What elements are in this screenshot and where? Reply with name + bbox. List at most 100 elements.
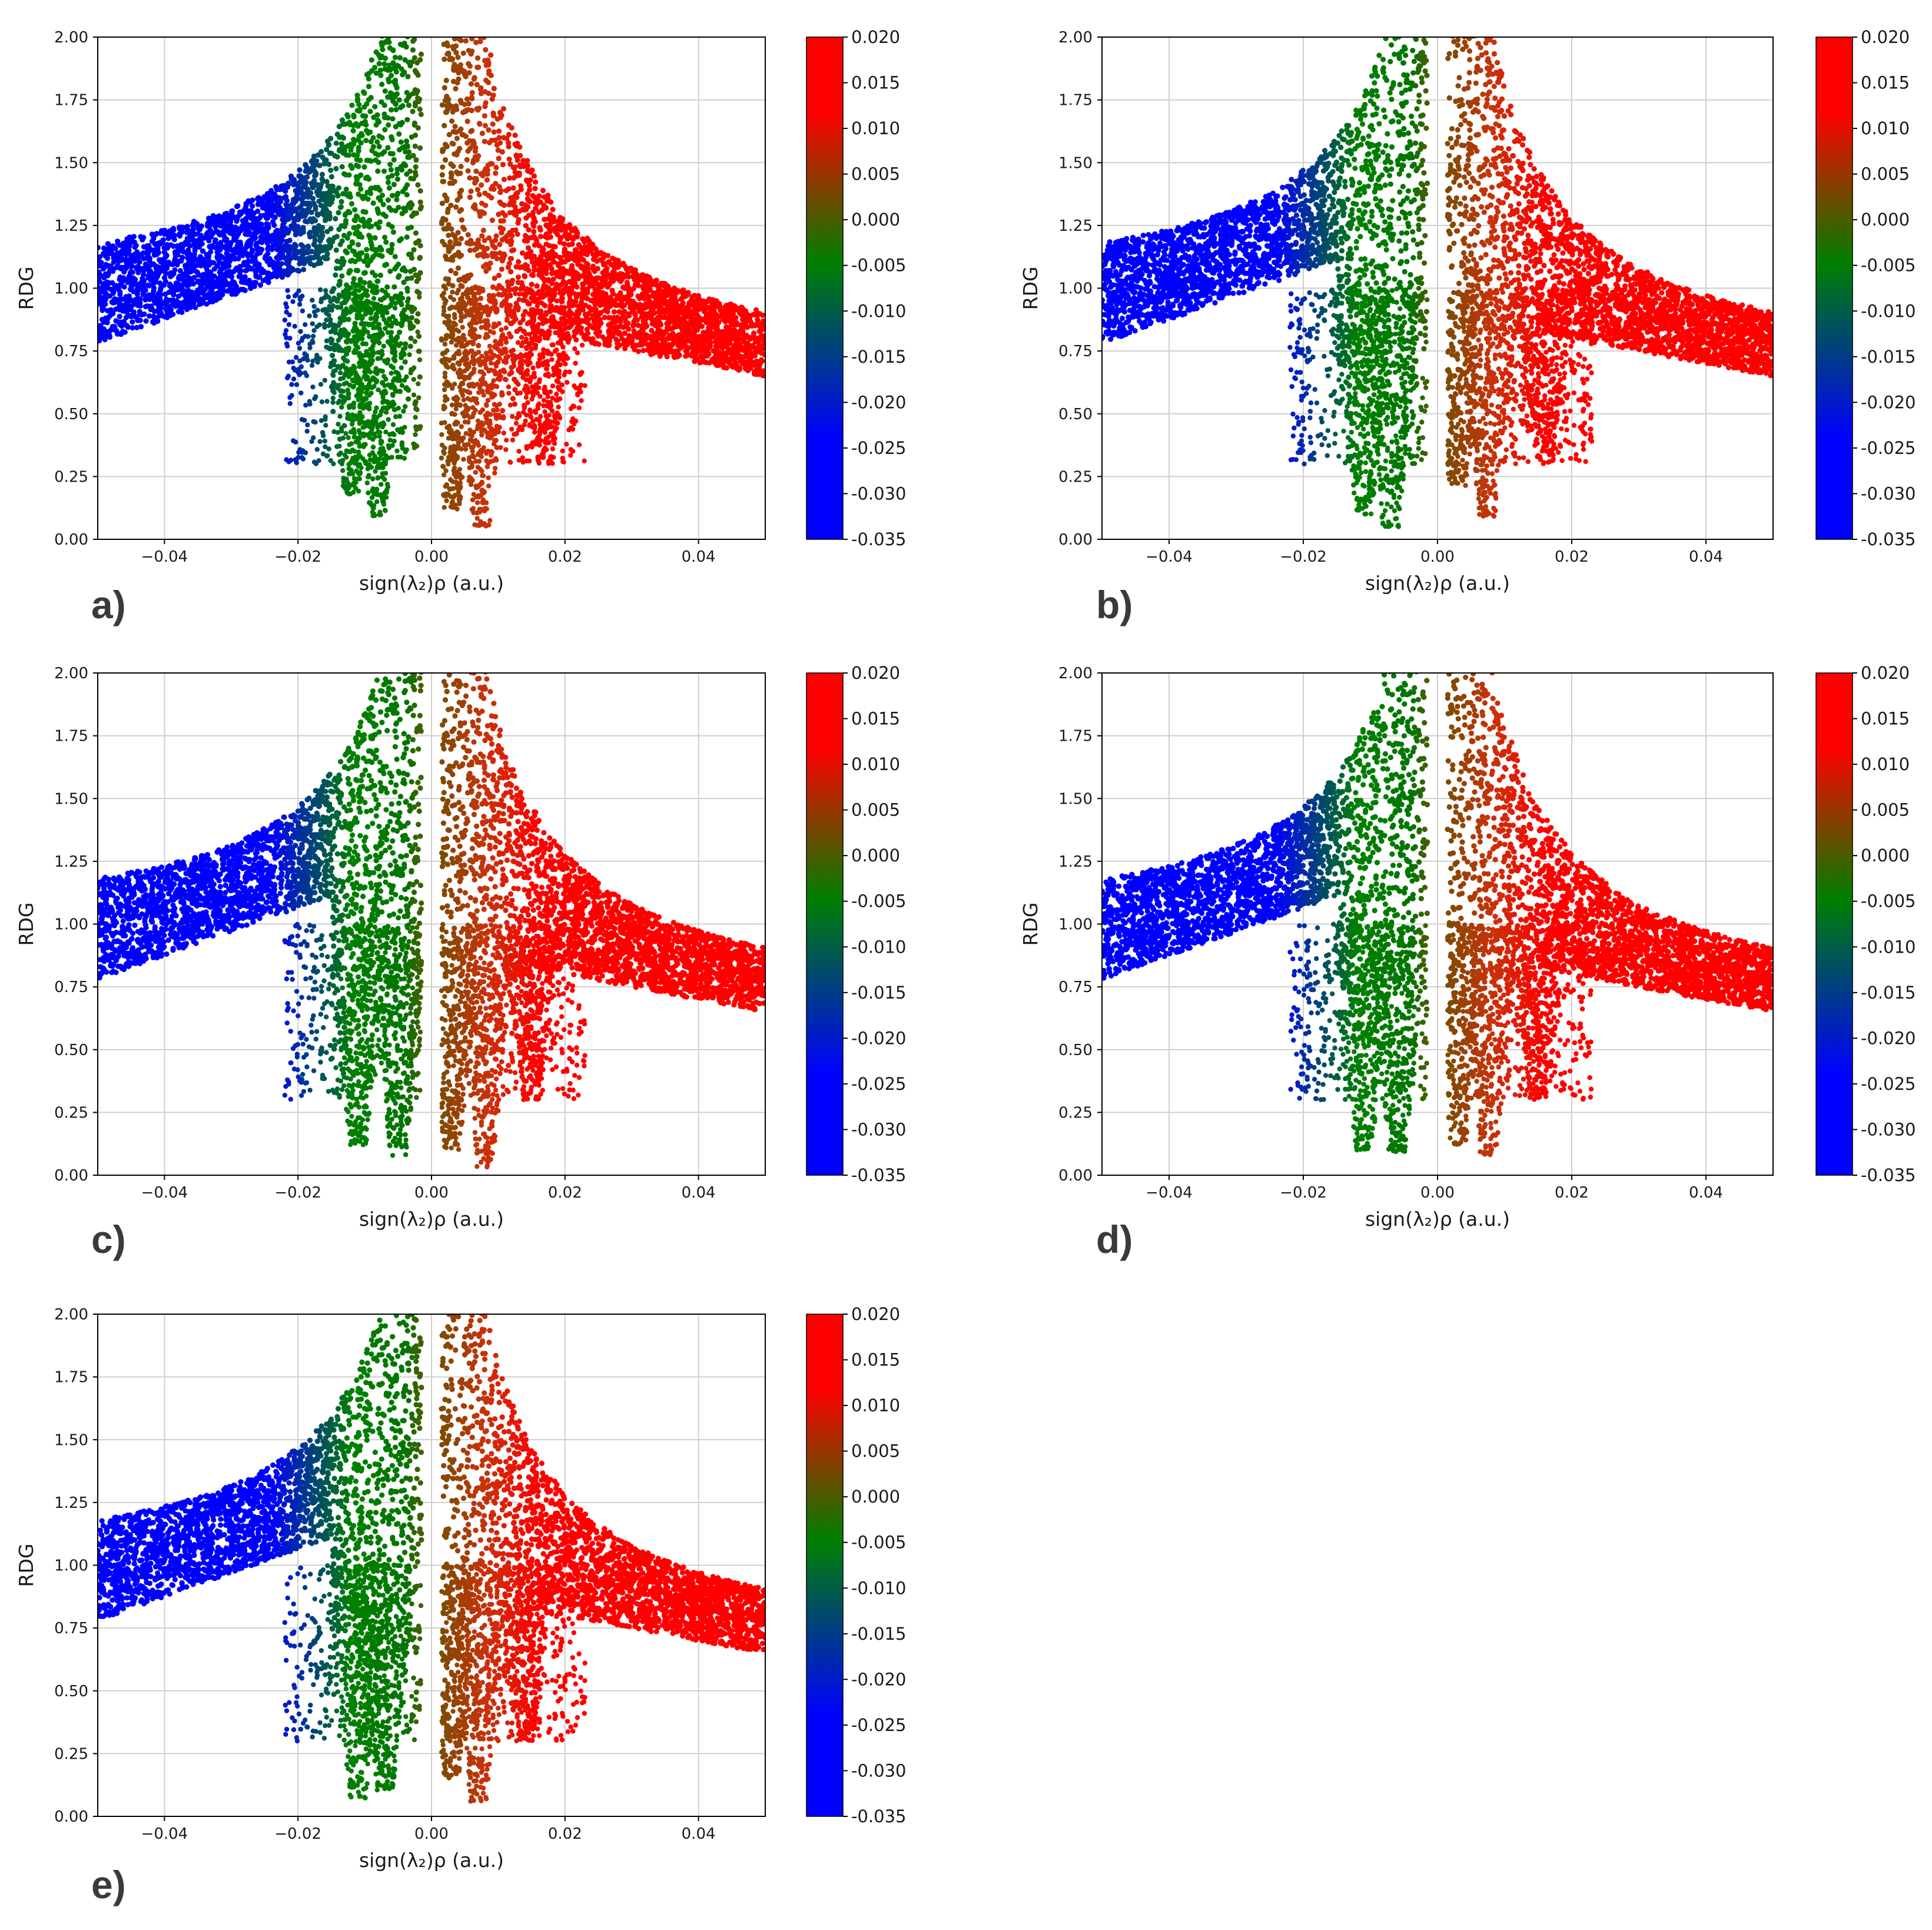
data-point <box>307 234 313 240</box>
data-point <box>384 360 390 366</box>
data-point <box>625 266 630 271</box>
data-point <box>310 181 316 187</box>
data-point <box>618 323 624 329</box>
data-point <box>613 327 619 333</box>
data-point <box>276 252 282 258</box>
data-point <box>459 207 464 213</box>
data-point <box>485 57 491 63</box>
data-point <box>589 337 595 343</box>
data-point <box>736 366 742 372</box>
data-point <box>146 283 152 288</box>
data-point <box>359 132 365 138</box>
data-point <box>345 114 351 120</box>
data-point <box>165 236 171 241</box>
data-point <box>394 11 400 16</box>
data-point <box>441 18 447 24</box>
data-point <box>534 283 540 289</box>
data-point <box>328 167 334 173</box>
data-point <box>171 227 177 233</box>
data-point <box>542 194 547 200</box>
data-point <box>516 217 522 223</box>
data-point <box>394 197 400 203</box>
data-point <box>382 262 388 268</box>
data-point <box>364 157 370 163</box>
data-point <box>135 270 141 276</box>
data-point <box>452 252 458 258</box>
data-point <box>517 152 523 158</box>
data-point <box>450 283 456 288</box>
data-point <box>451 64 457 69</box>
data-point <box>566 242 572 248</box>
data-point <box>550 276 556 282</box>
data-point <box>161 268 167 274</box>
data-point <box>618 319 623 324</box>
data-point <box>548 199 554 205</box>
data-point <box>534 196 540 202</box>
data-point <box>102 297 109 303</box>
data-point <box>320 192 326 198</box>
data-point <box>330 184 336 190</box>
data-point <box>572 228 578 234</box>
data-point <box>492 244 498 250</box>
data-point <box>656 291 662 297</box>
data-point <box>314 211 320 217</box>
data-point <box>237 211 243 217</box>
data-point <box>512 132 518 138</box>
data-point <box>762 321 765 327</box>
data-point <box>497 241 503 247</box>
data-point <box>265 244 271 250</box>
data-point <box>413 230 419 236</box>
data-point <box>411 55 418 61</box>
data-point <box>752 323 758 329</box>
data-point <box>682 326 688 332</box>
data-point <box>213 228 219 234</box>
data-point <box>414 59 420 66</box>
data-point <box>117 313 122 320</box>
data-point <box>452 28 457 33</box>
data-point <box>191 251 197 257</box>
data-point <box>482 113 488 119</box>
data-point <box>658 351 663 357</box>
data-point <box>390 229 397 235</box>
data-point <box>479 16 484 21</box>
data-point <box>141 311 147 317</box>
data-point <box>136 252 142 258</box>
data-point <box>627 337 633 343</box>
data-point <box>128 307 134 313</box>
data-point <box>391 157 397 163</box>
data-point <box>449 27 454 32</box>
data-point <box>264 221 270 227</box>
data-point <box>498 218 504 224</box>
data-point <box>361 280 367 286</box>
data-point <box>320 154 326 160</box>
data-point <box>318 149 324 155</box>
data-point <box>463 26 469 32</box>
data-point <box>753 307 759 313</box>
data-point <box>483 47 489 53</box>
data-point <box>235 288 241 294</box>
data-point <box>109 309 116 315</box>
data-point <box>703 316 709 322</box>
data-point <box>351 225 357 231</box>
data-point <box>392 54 399 61</box>
data-point <box>606 322 612 328</box>
data-point <box>602 339 608 346</box>
data-point <box>460 11 466 16</box>
data-point <box>138 324 144 330</box>
data-point <box>105 308 111 314</box>
data-point <box>394 176 401 182</box>
data-point <box>457 128 463 134</box>
data-point <box>336 124 342 130</box>
data-point <box>713 343 719 349</box>
data-point <box>372 65 378 71</box>
data-point <box>585 261 591 268</box>
data-point <box>441 226 447 232</box>
data-point <box>396 273 402 278</box>
data-point <box>533 179 539 185</box>
data-point <box>228 223 234 228</box>
data-point <box>557 239 563 246</box>
data-point <box>337 241 343 247</box>
data-point <box>381 168 387 174</box>
data-point <box>404 117 410 122</box>
